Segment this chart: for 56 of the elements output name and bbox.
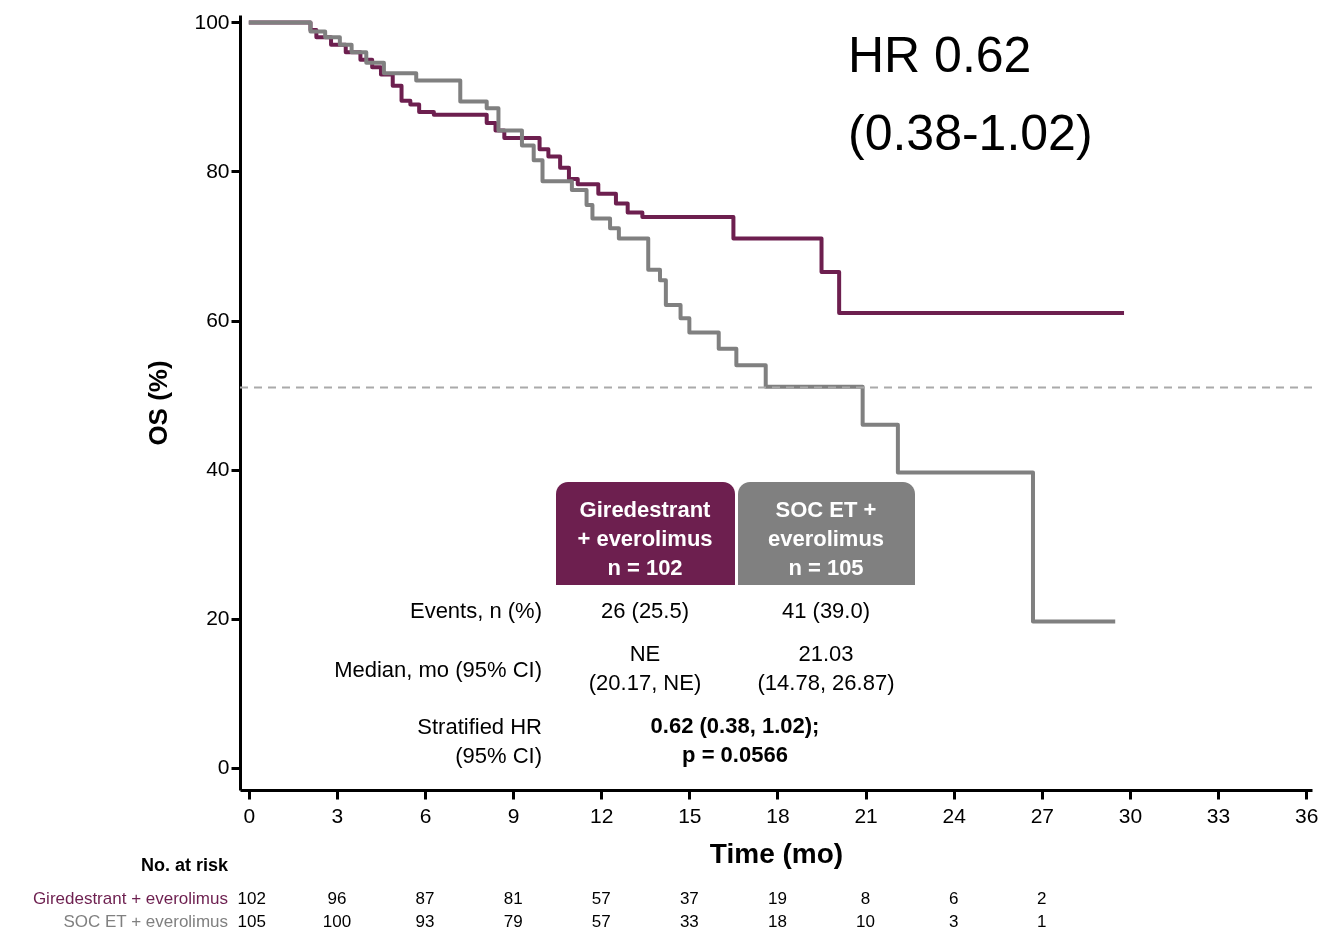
annotation: 26 (25.5) bbox=[600, 598, 690, 623]
text: SOC ET + everolimus bbox=[63, 912, 228, 931]
x-tick-label: 33 bbox=[1206, 803, 1231, 827]
y-tick-label: 0 bbox=[217, 755, 230, 779]
annotation: SOC ET + everolimus n = 105 bbox=[767, 497, 885, 580]
annotation: Median, mo (95% CI) bbox=[334, 657, 542, 682]
x-tick-label: 9 bbox=[507, 803, 520, 827]
text: 2 bbox=[1037, 889, 1047, 908]
annotation: NE (20.17, NE) bbox=[588, 641, 702, 695]
x-tick-label: 18 bbox=[766, 803, 790, 827]
text: 33 bbox=[679, 912, 699, 931]
annotation: Stratified HR (95% CI) bbox=[417, 714, 542, 768]
x-tick-label: 21 bbox=[854, 803, 878, 827]
x-tick-label: 0 bbox=[243, 803, 256, 827]
text: 19 bbox=[768, 889, 787, 908]
annotation: HR 0.62 bbox=[848, 27, 1032, 83]
text: 100 bbox=[322, 912, 352, 931]
text: 87 bbox=[415, 889, 435, 908]
text: 8 bbox=[860, 889, 871, 908]
annotation: Events, n (%) bbox=[409, 598, 542, 623]
x-tick-label: 36 bbox=[1294, 803, 1319, 827]
text: No. at risk bbox=[140, 855, 229, 875]
x-tick-label: 6 bbox=[419, 803, 432, 827]
text: 57 bbox=[591, 912, 611, 931]
annotation: (0.38-1.02) bbox=[848, 105, 1093, 161]
y-tick-label: 40 bbox=[206, 457, 230, 481]
text: 1 bbox=[1037, 912, 1047, 931]
text: 6 bbox=[948, 889, 959, 908]
text: 57 bbox=[591, 889, 611, 908]
x-tick-label: 3 bbox=[331, 803, 344, 827]
text: Giredestrant + everolimus bbox=[32, 889, 228, 908]
annotation: 41 (39.0) bbox=[781, 598, 871, 623]
text: 18 bbox=[768, 912, 787, 931]
text: 105 bbox=[237, 912, 266, 931]
x-tick-label: 15 bbox=[678, 803, 702, 827]
x-axis-title: Time (mo) bbox=[709, 837, 844, 869]
text: 79 bbox=[503, 912, 523, 931]
x-tick-label: 27 bbox=[1030, 803, 1054, 827]
text: 96 bbox=[327, 889, 347, 908]
text: 93 bbox=[415, 912, 435, 931]
y-tick-label: 60 bbox=[206, 308, 230, 332]
y-tick-label: 100 bbox=[194, 9, 230, 33]
annotation: 0.62 (0.38, 1.02); p = 0.0566 bbox=[650, 713, 820, 767]
text: 37 bbox=[679, 889, 699, 908]
text: 102 bbox=[237, 889, 266, 908]
text: 3 bbox=[948, 912, 959, 931]
x-tick-label: 12 bbox=[590, 803, 614, 827]
y-axis-title: OS (%) bbox=[143, 360, 174, 446]
annotation: Giredestrant + everolimus n = 102 bbox=[577, 497, 713, 580]
y-tick-label: 80 bbox=[206, 158, 230, 182]
x-tick-label: 24 bbox=[942, 803, 967, 827]
text: 10 bbox=[856, 912, 876, 931]
y-tick-label: 20 bbox=[206, 606, 230, 630]
text: 81 bbox=[503, 889, 523, 908]
x-tick-label: 30 bbox=[1118, 803, 1143, 827]
annotation: 21.03 (14.78, 26.87) bbox=[757, 641, 895, 695]
